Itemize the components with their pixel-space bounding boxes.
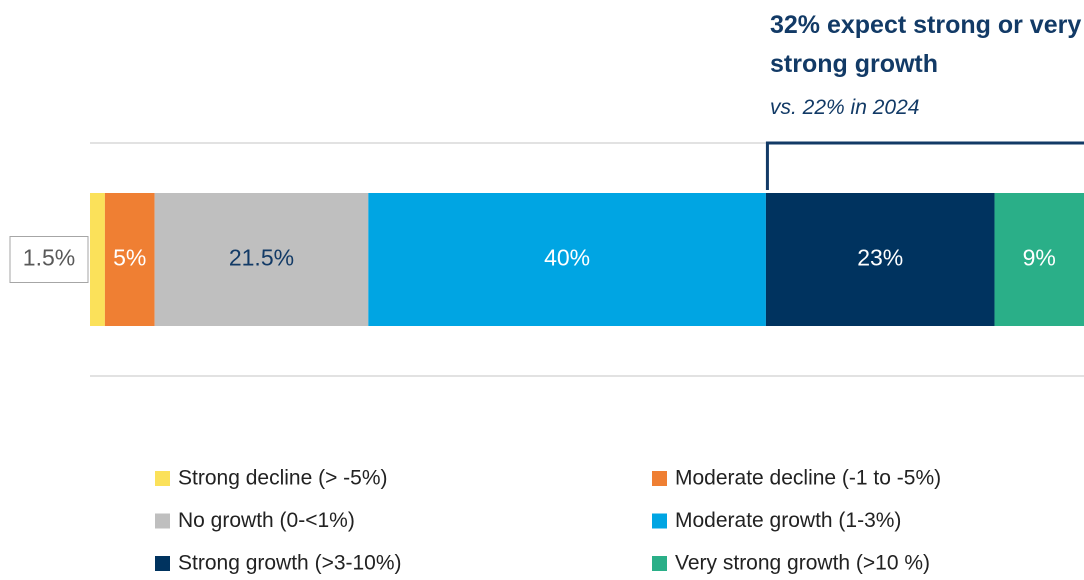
legend-label: Moderate growth (1-3%) xyxy=(675,509,901,532)
legend-label: Strong decline (> -5%) xyxy=(178,467,388,490)
bar-segment xyxy=(104,193,155,326)
value-label: 40% xyxy=(544,245,590,271)
value-label: 23% xyxy=(857,245,903,271)
bar-segment xyxy=(154,193,369,326)
legend-label: Very strong growth (>10 %) xyxy=(675,552,930,575)
annotation-title: 32% expect strong or very strong growth xyxy=(770,11,1082,78)
label-box xyxy=(9,236,89,283)
legend-swatch xyxy=(652,471,667,486)
bracket xyxy=(765,141,1084,190)
legend-swatch xyxy=(652,556,667,571)
bar-segment xyxy=(90,193,105,326)
bar-segment xyxy=(368,193,766,326)
value-label: 9% xyxy=(1023,245,1056,271)
annotation-subtitle: vs. 22% in 2024 xyxy=(770,96,920,119)
legend-label: No growth (0-<1%) xyxy=(178,509,355,532)
bar-segment xyxy=(994,193,1084,326)
legend-swatch xyxy=(155,471,170,486)
legend-label: Strong growth (>3-10%) xyxy=(178,552,402,575)
value-label: 1.5% xyxy=(23,245,75,271)
legend-swatch xyxy=(155,556,170,571)
bar-segment xyxy=(765,193,995,326)
value-label: 5% xyxy=(113,245,146,271)
value-label: 21.5% xyxy=(229,245,294,271)
legend-swatch xyxy=(652,513,667,529)
legend-label: Moderate decline (-1 to -5%) xyxy=(675,467,941,490)
legend-swatch xyxy=(155,513,170,529)
